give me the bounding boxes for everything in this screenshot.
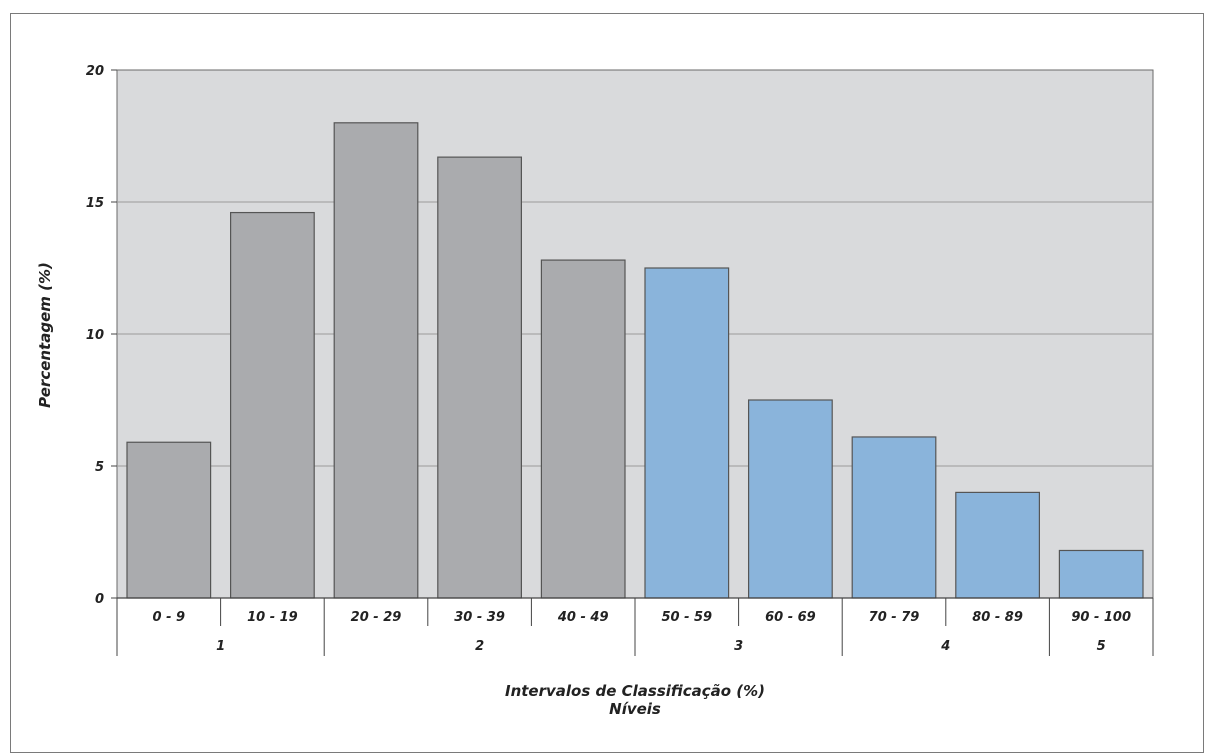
x-tick-label: 50 - 59 [661, 610, 712, 625]
bar-40-49 [540, 259, 626, 599]
x-tick-label: 80 - 89 [972, 610, 1023, 625]
x-tick-label: 70 - 79 [869, 610, 920, 625]
bar-10-19 [230, 211, 315, 599]
x-axis-label: Intervalos de Classificação (%) [505, 682, 765, 700]
x-tick-label: 40 - 49 [557, 610, 609, 625]
x-tick-label: 10 - 19 [247, 610, 298, 625]
bar-70-79 [851, 436, 937, 599]
x-tick-label: 20 - 29 [351, 610, 402, 625]
y-tick-label: 20 [86, 64, 104, 79]
y-tick-label: 5 [95, 460, 104, 475]
y-tick-label: 0 [95, 592, 104, 607]
bar-0-9 [126, 441, 212, 599]
level-label: 3 [734, 639, 743, 654]
bar-60-69 [747, 399, 833, 599]
x-tick-label: 0 - 9 [153, 610, 186, 625]
x-tick-label: 30 - 39 [454, 610, 505, 625]
level-label: 1 [216, 639, 225, 654]
x-tick-label: 90 - 100 [1071, 610, 1131, 625]
y-axis-label: Percentagem (%) [36, 262, 54, 408]
x-axis-sublabel: Níveis [609, 700, 661, 718]
y-tick-label: 15 [86, 196, 104, 211]
level-label: 5 [1097, 639, 1106, 654]
bar-20-29 [333, 122, 419, 599]
bar-30-39 [437, 156, 522, 599]
bar-50-59 [644, 267, 730, 599]
y-tick-label: 10 [86, 328, 104, 343]
level-label: 4 [940, 639, 950, 654]
bar-80-89 [955, 491, 1040, 599]
x-tick-label: 60 - 69 [765, 610, 816, 625]
level-label: 2 [475, 639, 484, 654]
bar-90-100 [1058, 549, 1144, 599]
